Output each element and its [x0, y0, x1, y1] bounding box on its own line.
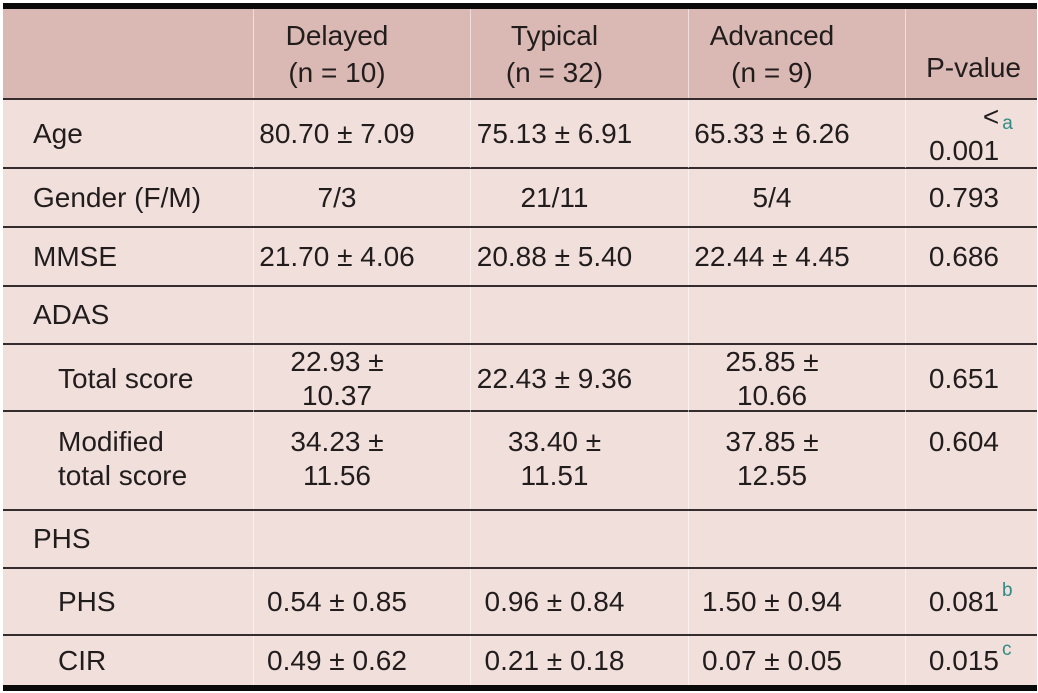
table-row-cir: CIR 0.49 ± 0.62 0.21 ± 0.18 0.07 ± 0.05 …: [3, 634, 1037, 685]
cell-value: [254, 287, 471, 343]
table-row-age: Age 80.70 ± 7.09 75.13 ± 6.91 65.33 ± 6.…: [3, 98, 1037, 168]
cell-value: 21/11: [471, 169, 689, 226]
table-row-total-score: Total score 22.93 ± 10.37 22.43 ± 9.36 2…: [3, 343, 1037, 413]
column-header-typical: Typical (n = 32): [471, 9, 689, 98]
cell-value: 34.23 ± 11.56: [254, 412, 471, 509]
table-row-mmse: MMSE 21.70 ± 4.06 20.88 ± 5.40 22.44 ± 4…: [3, 226, 1037, 285]
p-value: 0.015: [928, 644, 999, 676]
p-value: 0.686: [928, 240, 999, 272]
header-row: Delayed (n = 10) Typical (n = 32) Advanc…: [3, 9, 1037, 98]
row-label: Modified total score: [3, 412, 254, 509]
cell-value: 0.96 ± 0.84: [471, 569, 689, 634]
p-value-cell: < 0.001 a: [906, 100, 1037, 168]
p-value-cell: 0.686: [906, 228, 1037, 285]
cell-value: 22.44 ± 4.45: [689, 228, 906, 285]
cell-value: 80.70 ± 7.09: [254, 100, 471, 168]
column-header-delayed: Delayed (n = 10): [254, 9, 471, 98]
cell-value: 5/4: [689, 169, 906, 226]
cell-value: 22.43 ± 9.36: [471, 345, 689, 413]
p-value-cell: 0.081 b: [906, 569, 1037, 634]
p-value: 0.604: [928, 426, 999, 457]
cell-value: [689, 511, 906, 567]
table-row-adas-section: ADAS: [3, 285, 1037, 343]
row-label: CIR: [3, 636, 254, 685]
cell-value: 0.07 ± 0.05: [689, 636, 906, 685]
row-label: Total score: [3, 345, 254, 413]
table-row-gender: Gender (F/M) 7/3 21/11 5/4 0.793: [3, 167, 1037, 226]
p-value-cell: [906, 287, 1037, 343]
p-value-cell: 0.604: [906, 412, 1037, 509]
cell-value: 0.54 ± 0.85: [254, 569, 471, 634]
section-label: ADAS: [3, 287, 254, 343]
cell-value: 22.93 ± 10.37: [254, 345, 471, 413]
column-header-blank: [3, 9, 254, 98]
cell-value: 37.85 ± 12.55: [689, 412, 906, 509]
p-value-cell: 0.015 c: [906, 636, 1037, 685]
cell-value: 1.50 ± 0.94: [689, 569, 906, 634]
p-value: < 0.001: [929, 101, 1000, 166]
row-label: MMSE: [3, 228, 254, 285]
superscript-marker: c: [1002, 639, 1012, 660]
column-header-pvalue: P-value: [926, 52, 1021, 83]
statistics-table: Delayed (n = 10) Typical (n = 32) Advanc…: [3, 3, 1037, 691]
cell-value: 75.13 ± 6.91: [471, 100, 689, 168]
column-header-advanced: Advanced (n = 9): [689, 9, 906, 98]
cell-value: [471, 511, 689, 567]
cell-value: 0.21 ± 0.18: [471, 636, 689, 685]
p-value: 0.651: [928, 363, 999, 394]
cell-value: 33.40 ± 11.51: [471, 412, 689, 509]
table-row-modified-total-score: Modified total score 34.23 ± 11.56 33.40…: [3, 410, 1037, 509]
cell-value: 25.85 ± 10.66: [689, 345, 906, 413]
p-value-cell: 0.651: [906, 345, 1037, 413]
p-value-cell: [906, 511, 1037, 567]
cell-value: 0.49 ± 0.62: [254, 636, 471, 685]
row-label: PHS: [3, 569, 254, 634]
p-value: 0.793: [928, 181, 999, 213]
table-row-phs-section: PHS: [3, 509, 1037, 567]
superscript-marker: b: [1002, 580, 1013, 601]
p-value: 0.081: [928, 585, 999, 617]
table-row-phs: PHS 0.54 ± 0.85 0.96 ± 0.84 1.50 ± 0.94 …: [3, 567, 1037, 634]
cell-value: [471, 287, 689, 343]
cell-value: 21.70 ± 4.06: [254, 228, 471, 285]
superscript-marker: a: [1002, 112, 1013, 134]
section-label: PHS: [3, 511, 254, 567]
row-label: Gender (F/M): [3, 169, 254, 226]
cell-value: [254, 511, 471, 567]
p-value-cell: 0.793: [906, 169, 1037, 226]
cell-value: 20.88 ± 5.40: [471, 228, 689, 285]
cell-value: [689, 287, 906, 343]
row-label: Age: [3, 100, 254, 168]
cell-value: 7/3: [254, 169, 471, 226]
cell-value: 65.33 ± 6.26: [689, 100, 906, 168]
